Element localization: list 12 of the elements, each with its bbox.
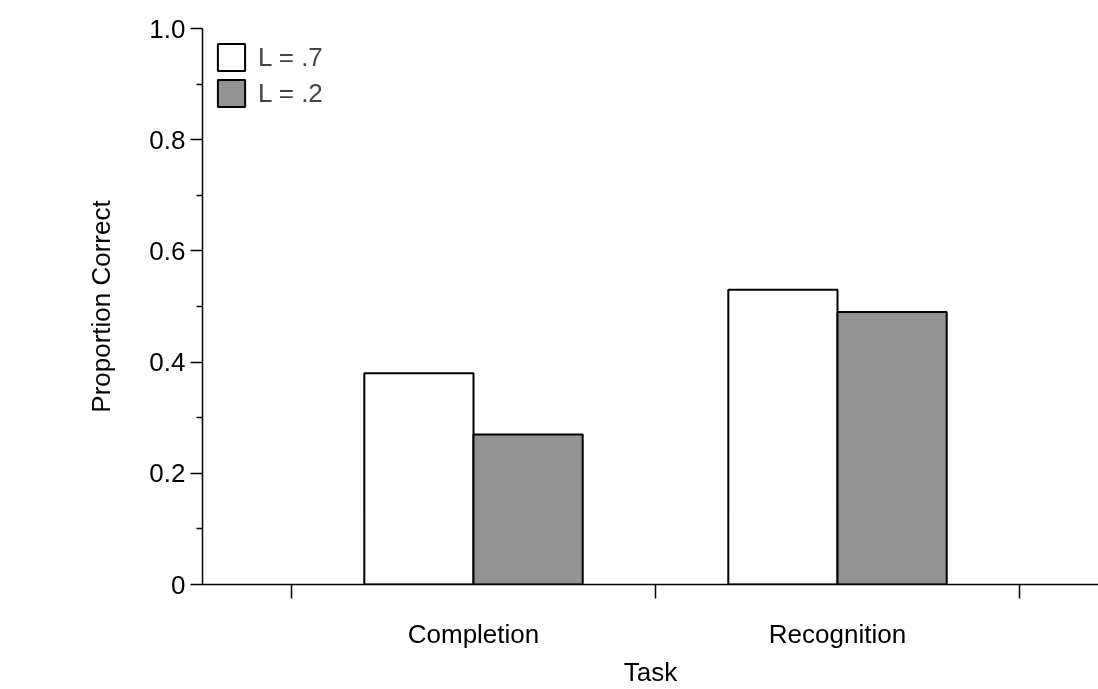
y-tick-label: 0.6 <box>149 235 186 266</box>
x-tick-label: Recognition <box>768 618 907 649</box>
x-axis-title: Task <box>623 656 679 687</box>
x-tick-label: Completion <box>407 618 540 649</box>
y-tick-label: 0.2 <box>149 458 186 489</box>
y-tick-label: 0.8 <box>149 124 186 155</box>
y-tick-label: 1.0 <box>149 13 186 44</box>
y-tick-label: 0 <box>171 569 186 600</box>
legend-label: L = .2 <box>258 76 323 110</box>
legend-label: L = .7 <box>258 40 323 74</box>
y-tick-label: 0.4 <box>149 347 186 378</box>
y-axis-title: Proportion Correct <box>86 199 117 413</box>
